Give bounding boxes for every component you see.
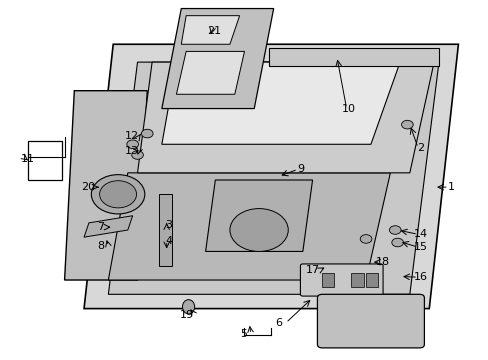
Text: 7: 7 <box>97 222 104 232</box>
Circle shape <box>131 151 143 159</box>
Bar <box>366 273 377 287</box>
Polygon shape <box>181 16 239 44</box>
Circle shape <box>360 235 371 243</box>
Circle shape <box>100 181 136 208</box>
Text: 1: 1 <box>447 182 454 192</box>
FancyBboxPatch shape <box>317 294 424 348</box>
Text: 16: 16 <box>413 272 427 282</box>
Ellipse shape <box>182 300 194 314</box>
Text: 13: 13 <box>124 146 139 156</box>
Polygon shape <box>84 44 458 309</box>
Polygon shape <box>84 216 132 237</box>
Text: 17: 17 <box>305 265 319 275</box>
Text: 4: 4 <box>165 236 172 246</box>
Bar <box>351 273 363 287</box>
Text: 2: 2 <box>416 143 423 153</box>
Bar <box>159 194 171 266</box>
Text: 10: 10 <box>341 104 355 113</box>
Circle shape <box>391 238 403 247</box>
Text: 3: 3 <box>165 220 172 230</box>
Polygon shape <box>205 180 312 251</box>
Text: 11: 11 <box>21 154 35 163</box>
Text: 9: 9 <box>296 164 304 174</box>
Bar <box>322 273 334 287</box>
Text: 6: 6 <box>274 318 282 328</box>
Text: 20: 20 <box>81 182 95 192</box>
Text: 21: 21 <box>207 26 221 36</box>
Text: 15: 15 <box>413 242 427 252</box>
Polygon shape <box>137 62 433 173</box>
Text: 18: 18 <box>375 257 389 267</box>
Polygon shape <box>64 91 147 280</box>
Polygon shape <box>176 51 244 94</box>
Circle shape <box>401 120 412 129</box>
Text: 14: 14 <box>413 229 427 239</box>
Circle shape <box>126 140 138 149</box>
Text: 5: 5 <box>240 329 246 339</box>
Polygon shape <box>162 62 399 144</box>
Polygon shape <box>162 9 273 109</box>
FancyBboxPatch shape <box>300 264 382 296</box>
Text: 8: 8 <box>97 241 104 251</box>
Polygon shape <box>268 48 438 66</box>
Polygon shape <box>108 173 389 280</box>
Circle shape <box>91 175 144 214</box>
Polygon shape <box>108 62 438 294</box>
Text: 19: 19 <box>180 310 194 320</box>
Text: 12: 12 <box>124 131 139 141</box>
Circle shape <box>229 208 287 251</box>
Circle shape <box>388 226 400 234</box>
Circle shape <box>141 129 153 138</box>
